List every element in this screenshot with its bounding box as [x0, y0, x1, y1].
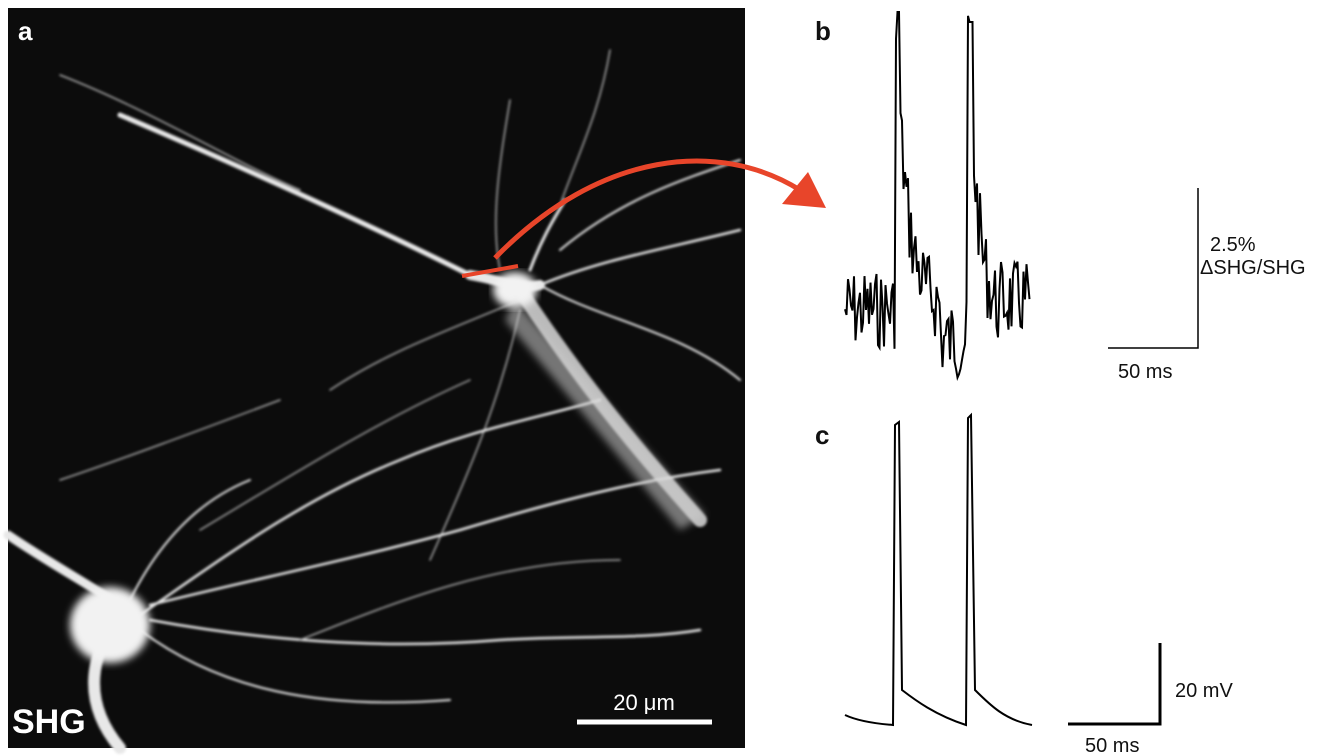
panel-label: b — [815, 16, 831, 46]
shg-trace — [845, 12, 1030, 378]
voltage-trace — [845, 415, 1032, 725]
scale-label: 20 mV — [1175, 680, 1233, 702]
scale-label: 50 ms — [1085, 735, 1139, 756]
scale-label: 50 ms — [1118, 361, 1172, 383]
cell-body — [70, 587, 150, 663]
panel-label: c — [815, 420, 829, 450]
arrow-head — [782, 172, 826, 208]
scale-unit: ΔSHG/SHG — [1200, 257, 1306, 279]
scale-bar — [1108, 188, 1198, 348]
micrograph: a SHG 20 μm — [8, 8, 745, 748]
scale-label: 20 μm — [613, 690, 675, 715]
scale-bar — [1068, 643, 1160, 724]
overlay-label: SHG — [12, 703, 86, 741]
scale-label: 2.5% — [1210, 234, 1256, 256]
panel-label: a — [18, 16, 33, 46]
figure: a SHG 20 μm b 2.5% ΔSHG/SHG 50 ms c 20 m… — [0, 0, 1341, 756]
